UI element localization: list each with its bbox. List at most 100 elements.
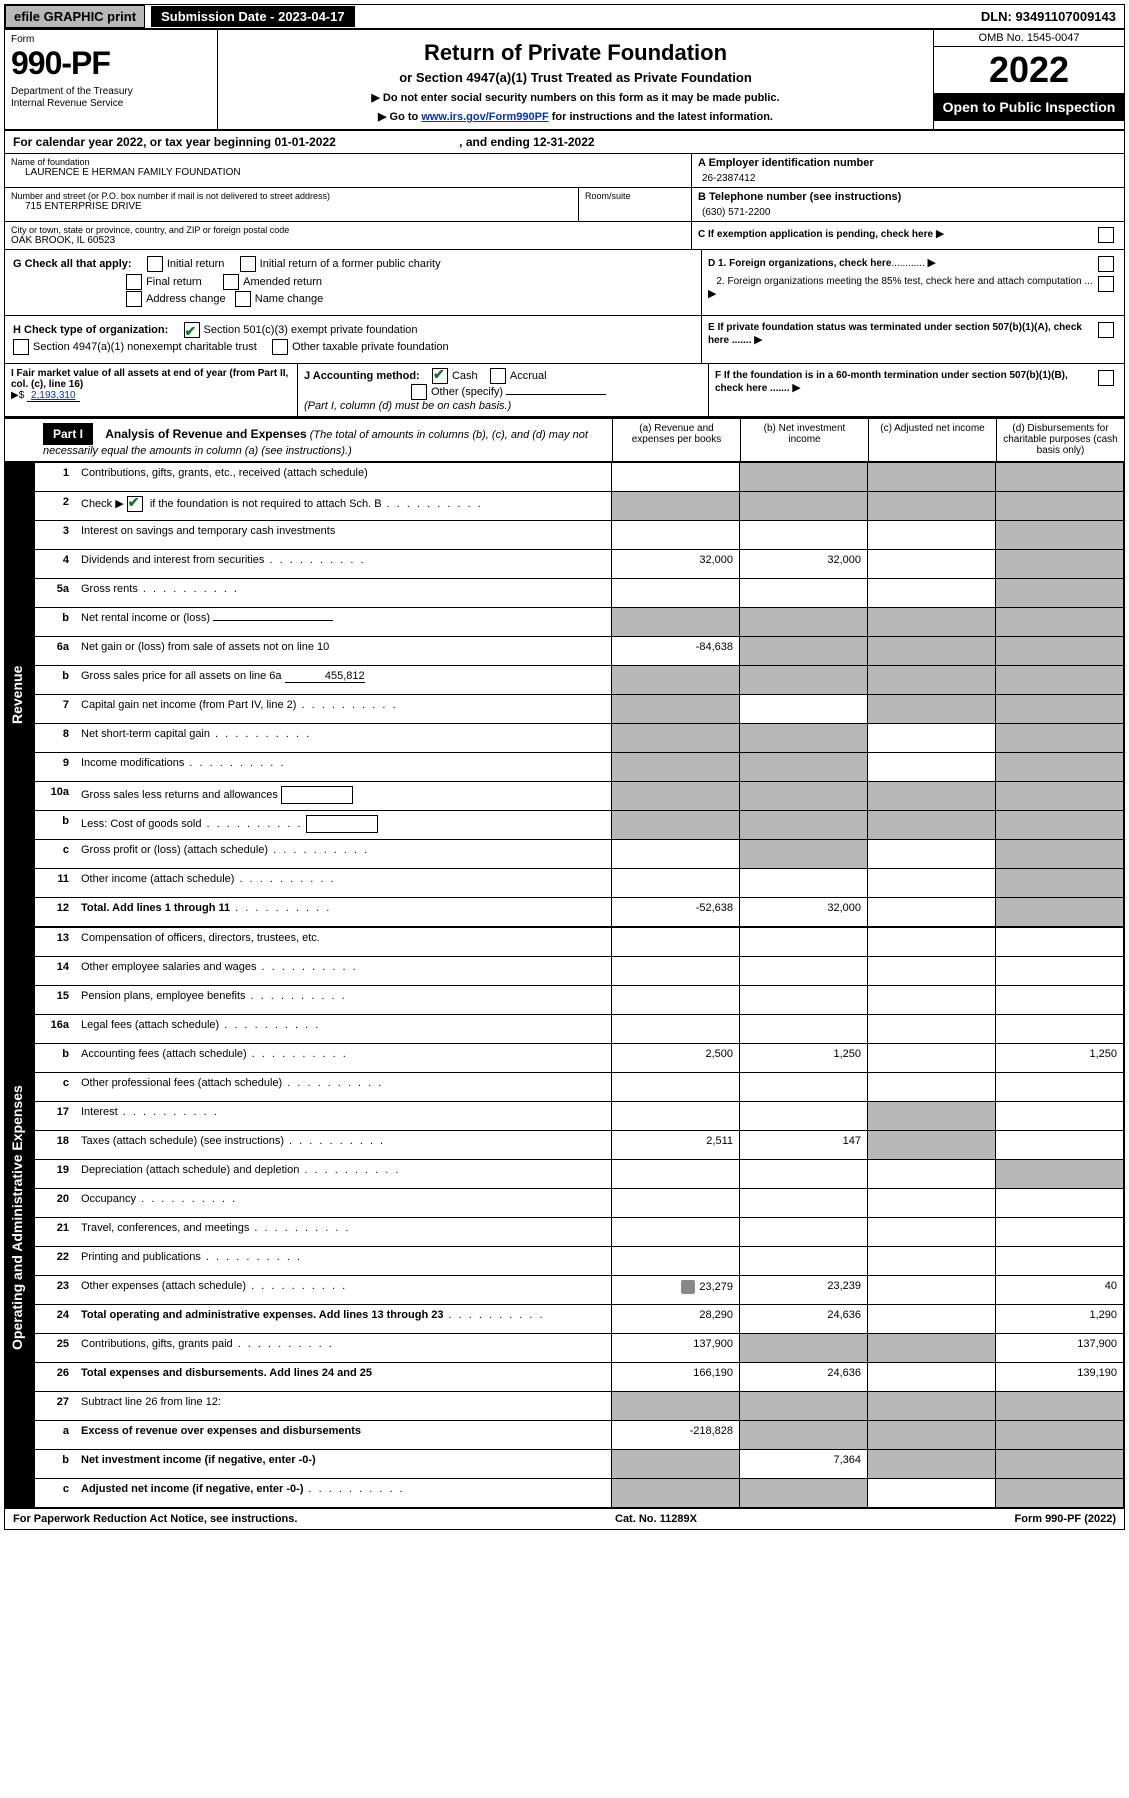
tax-year: 2022 xyxy=(934,47,1124,93)
line-18: 18Taxes (attach schedule) (see instructi… xyxy=(35,1130,1124,1159)
line-10c: cGross profit or (loss) (attach schedule… xyxy=(35,839,1124,868)
phone-label: B Telephone number (see instructions) xyxy=(698,191,1118,203)
g-d-section: G Check all that apply: Initial return I… xyxy=(5,250,1124,316)
chk-final-return[interactable] xyxy=(126,274,142,290)
part1-title: Analysis of Revenue and Expenses xyxy=(105,427,306,441)
addr-label: Number and street (or P.O. box number if… xyxy=(11,191,572,201)
page-footer: For Paperwork Reduction Act Notice, see … xyxy=(5,1508,1124,1529)
irs-link[interactable]: www.irs.gov/Form990PF xyxy=(421,111,548,123)
line-13: 13Compensation of officers, directors, t… xyxy=(35,927,1124,956)
chk-address-change[interactable] xyxy=(126,291,142,307)
d-block: D 1. Foreign organizations, check here..… xyxy=(702,250,1124,315)
fmv-link[interactable]: 2,193,310 xyxy=(27,390,80,402)
header-right: OMB No. 1545-0047 2022 Open to Public In… xyxy=(933,30,1124,129)
chk-cash[interactable] xyxy=(432,368,448,384)
dept-treasury: Department of the Treasury Internal Reve… xyxy=(11,86,211,110)
form-ref: Form 990-PF (2022) xyxy=(1015,1513,1117,1525)
f-label: F If the foundation is in a 60-month ter… xyxy=(715,370,1068,394)
expenses-table: 13Compensation of officers, directors, t… xyxy=(35,927,1124,1508)
city-cell: City or town, state or province, country… xyxy=(5,222,692,250)
line-2: 2Check ▶ if the foundation is not requir… xyxy=(35,491,1124,520)
city-label: City or town, state or province, country… xyxy=(11,225,685,235)
opt-final: Final return xyxy=(146,276,202,288)
line-25: 25Contributions, gifts, grants paid137,9… xyxy=(35,1333,1124,1362)
address-cell: Number and street (or P.O. box number if… xyxy=(5,188,579,222)
line-1: 1Contributions, gifts, grants, etc., rec… xyxy=(35,462,1124,491)
cat-no: Cat. No. 11289X xyxy=(615,1513,697,1525)
cal-begin: For calendar year 2022, or tax year begi… xyxy=(13,135,336,149)
line-4: 4Dividends and interest from securities3… xyxy=(35,549,1124,578)
header-left: Form 990-PF Department of the Treasury I… xyxy=(5,30,218,129)
d1-label: D 1. Foreign organizations, check here xyxy=(708,258,891,269)
chk-501c3[interactable] xyxy=(184,322,200,338)
form-label: Form xyxy=(11,34,211,45)
j-block: J Accounting method: Cash Accrual Other … xyxy=(298,364,709,416)
line-15: 15Pension plans, employee benefits xyxy=(35,985,1124,1014)
chk-4947[interactable] xyxy=(13,339,29,355)
opt-initial: Initial return xyxy=(167,258,224,270)
i-j-f-section: I Fair market value of all assets at end… xyxy=(5,364,1124,417)
chk-other-method[interactable] xyxy=(411,384,427,400)
col-c-head: (c) Adjusted net income xyxy=(868,419,996,461)
line-27c: cAdjusted net income (if negative, enter… xyxy=(35,1478,1124,1507)
chk-initial-former[interactable] xyxy=(240,256,256,272)
opt-other-method: Other (specify) xyxy=(431,386,503,398)
line-11: 11Other income (attach schedule) xyxy=(35,868,1124,897)
opt-addr-change: Address change xyxy=(146,293,226,305)
line-27b: bNet investment income (if negative, ent… xyxy=(35,1449,1124,1478)
opt-accrual: Accrual xyxy=(510,370,547,382)
revenue-table: 1Contributions, gifts, grants, etc., rec… xyxy=(35,462,1124,927)
open-public-badge: Open to Public Inspection xyxy=(934,93,1124,121)
d2-checkbox[interactable] xyxy=(1098,276,1114,292)
name-label: Name of foundation xyxy=(11,157,685,167)
h-e-section: H Check type of organization: Section 50… xyxy=(5,316,1124,364)
i-label: I Fair market value of all assets at end… xyxy=(11,368,288,390)
line-16a: 16aLegal fees (attach schedule) xyxy=(35,1014,1124,1043)
form-990pf-page: efile GRAPHIC print Submission Date - 20… xyxy=(4,4,1125,1530)
e-checkbox[interactable] xyxy=(1098,322,1114,338)
address: 715 ENTERPRISE DRIVE xyxy=(11,201,572,212)
line-23: 23Other expenses (attach schedule)23,279… xyxy=(35,1275,1124,1304)
line-20: 20Occupancy xyxy=(35,1188,1124,1217)
part1-desc: Part I Analysis of Revenue and Expenses … xyxy=(35,419,612,461)
j-label: J Accounting method: xyxy=(304,370,420,382)
d2-label: 2. Foreign organizations meeting the 85%… xyxy=(716,276,1092,287)
omb-number: OMB No. 1545-0047 xyxy=(934,30,1124,47)
line-5a: 5aGross rents xyxy=(35,578,1124,607)
attachment-icon[interactable] xyxy=(681,1280,695,1294)
line-16c: cOther professional fees (attach schedul… xyxy=(35,1072,1124,1101)
opt-501c3: Section 501(c)(3) exempt private foundat… xyxy=(204,324,418,336)
d1-checkbox[interactable] xyxy=(1098,256,1114,272)
chk-initial-return[interactable] xyxy=(147,256,163,272)
c-checkbox[interactable] xyxy=(1098,227,1114,243)
line-8: 8Net short-term capital gain xyxy=(35,723,1124,752)
j-note: (Part I, column (d) must be on cash basi… xyxy=(304,400,511,412)
efile-print-button[interactable]: efile GRAPHIC print xyxy=(5,5,145,28)
chk-amended[interactable] xyxy=(223,274,239,290)
cal-end: , and ending 12-31-2022 xyxy=(459,135,594,149)
line-12: 12Total. Add lines 1 through 11-52,63832… xyxy=(35,897,1124,926)
line-7: 7Capital gain net income (from Part IV, … xyxy=(35,694,1124,723)
chk-name-change[interactable] xyxy=(235,291,251,307)
form-note-2: ▶ Go to www.irs.gov/Form990PF for instru… xyxy=(224,110,927,123)
line-22: 22Printing and publications xyxy=(35,1246,1124,1275)
line-6a: 6aNet gain or (loss) from sale of assets… xyxy=(35,636,1124,665)
form-number: 990-PF xyxy=(11,45,211,82)
f-block: F If the foundation is in a 60-month ter… xyxy=(709,364,1124,416)
opt-initial-former: Initial return of a former public charit… xyxy=(260,258,441,270)
chk-sch-b[interactable] xyxy=(127,496,143,512)
line-27a: aExcess of revenue over expenses and dis… xyxy=(35,1420,1124,1449)
i-block: I Fair market value of all assets at end… xyxy=(5,364,298,416)
f-checkbox[interactable] xyxy=(1098,370,1114,386)
chk-accrual[interactable] xyxy=(490,368,506,384)
line-3: 3Interest on savings and temporary cash … xyxy=(35,520,1124,549)
line-10b: bLess: Cost of goods sold xyxy=(35,810,1124,839)
chk-other-taxable[interactable] xyxy=(272,339,288,355)
part1-badge: Part I xyxy=(43,423,93,445)
submission-date: Submission Date - 2023-04-17 xyxy=(151,6,355,27)
goto-prefix: ▶ Go to xyxy=(378,111,421,123)
line-26: 26Total expenses and disbursements. Add … xyxy=(35,1362,1124,1391)
revenue-side-label: Revenue xyxy=(5,462,35,927)
c-label: C If exemption application is pending, c… xyxy=(698,229,933,240)
col-b-head: (b) Net investment income xyxy=(740,419,868,461)
